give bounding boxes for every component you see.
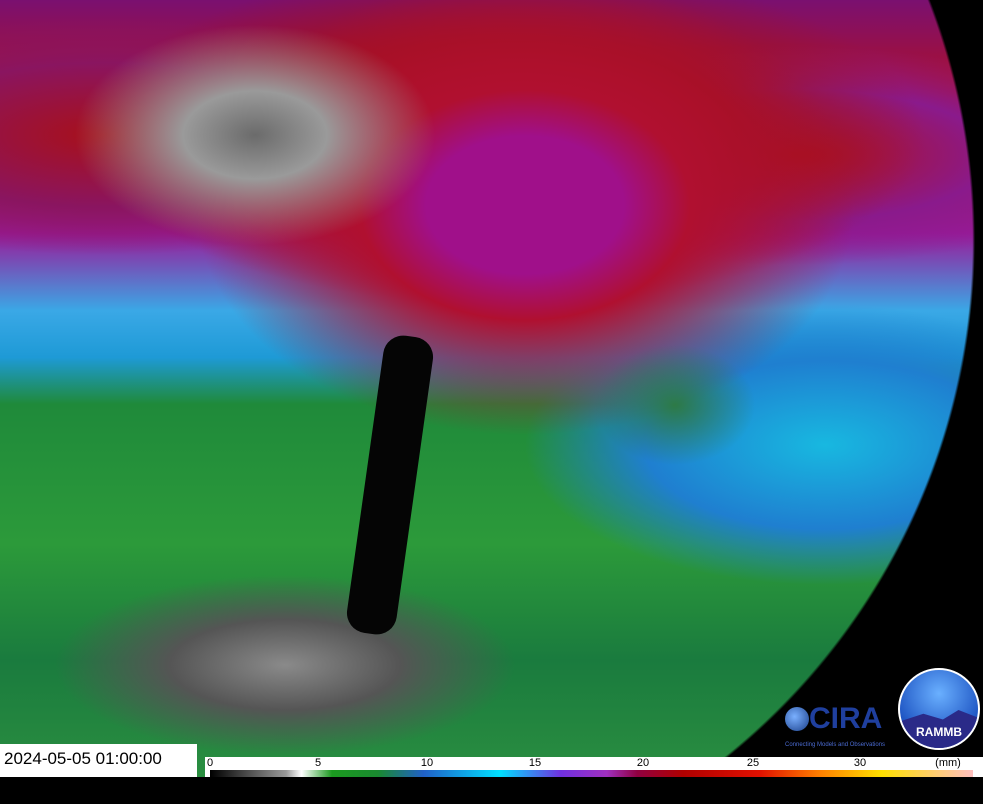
timestamp-label: 2024-05-05 01:00:00 UTC <box>0 744 197 798</box>
cira-tagline: Connecting Models and Observations <box>785 742 886 748</box>
logos: CIRA Connecting Models and Observations … <box>785 668 980 754</box>
colorbar-gradient <box>210 770 973 777</box>
colorbar-tick: 25 <box>746 757 760 769</box>
andes-low-moisture-region <box>344 332 436 638</box>
colorbar-tick: 30 <box>853 757 867 769</box>
colorbar-tick: 20 <box>636 757 650 769</box>
colorbar-tick: 15 <box>528 757 542 769</box>
colorbar-tick: 5 <box>314 757 322 769</box>
colorbar-unit: (mm) <box>935 757 961 769</box>
cira-logo: CIRA <box>785 702 893 742</box>
cira-logo-text: CIRA <box>809 702 883 735</box>
rammb-logo-text: RAMMB <box>916 725 962 739</box>
rammb-logo: RAMMB <box>898 668 980 750</box>
colorbar: 0 5 10 15 20 25 30 (mm) <box>205 757 983 777</box>
satellite-image-view: CIRA Connecting Models and Observations … <box>0 0 983 777</box>
globe-icon <box>785 707 809 731</box>
colorbar-tick: 0 <box>206 757 214 769</box>
earth-disk-precipitable-water <box>0 0 983 777</box>
colorbar-tick: 10 <box>420 757 434 769</box>
